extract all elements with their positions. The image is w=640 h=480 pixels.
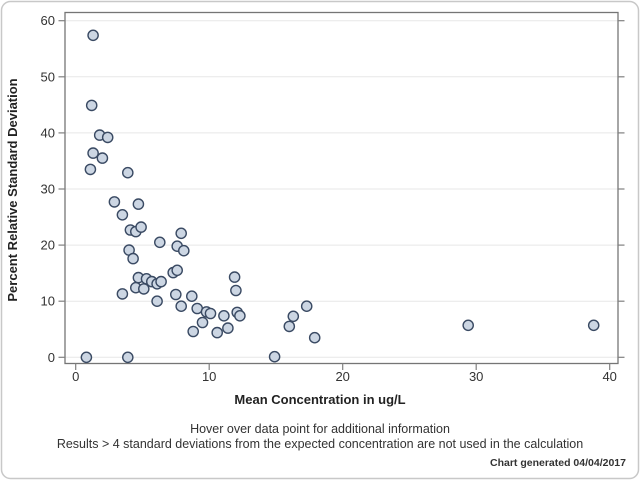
y-tick-label: 40 [41, 125, 55, 140]
x-tick-label: 10 [202, 369, 216, 384]
data-points [80, 29, 600, 364]
data-point[interactable] [218, 309, 230, 322]
data-point[interactable] [300, 300, 313, 313]
y-tick-label: 10 [41, 294, 55, 309]
data-point[interactable] [151, 295, 163, 308]
data-point[interactable] [155, 275, 167, 288]
footer-note-exclusion: Results > 4 standard deviations from the… [57, 437, 583, 451]
data-point[interactable] [175, 300, 187, 313]
gridlines [65, 20, 618, 358]
data-point[interactable] [116, 288, 129, 300]
data-point[interactable] [85, 99, 98, 112]
data-point[interactable] [268, 350, 281, 363]
data-point[interactable] [87, 29, 99, 42]
data-point[interactable] [587, 319, 600, 332]
data-point[interactable] [185, 290, 198, 303]
data-point[interactable] [187, 325, 199, 338]
x-axis-title: Mean Concentration in ug/L [234, 392, 405, 407]
data-point[interactable] [127, 252, 139, 265]
plot-frame [64, 11, 619, 365]
data-point[interactable] [196, 316, 209, 329]
data-point[interactable] [230, 284, 242, 297]
data-point[interactable] [137, 283, 150, 295]
x-tick-label: 20 [335, 369, 349, 384]
data-point[interactable] [122, 166, 134, 179]
footer-note-hover: Hover over data point for additional inf… [190, 422, 450, 436]
x-tick-labels: 0 10 20 30 40 [72, 369, 617, 384]
data-point[interactable] [84, 163, 97, 176]
y-tick-label: 0 [48, 350, 55, 365]
x-tick-label: 30 [469, 369, 483, 384]
chart-generated-date: Chart generated 04/04/2017 [490, 457, 626, 469]
x-tick-label: 40 [602, 369, 616, 384]
data-point[interactable] [169, 288, 182, 301]
data-point[interactable] [132, 198, 145, 210]
y-tick-labels: 0 10 20 30 40 50 60 [41, 13, 55, 365]
data-point[interactable] [222, 322, 234, 334]
axis-ticks [58, 20, 625, 370]
data-point[interactable] [228, 271, 241, 283]
data-point[interactable] [135, 221, 147, 233]
data-point[interactable] [87, 147, 99, 159]
data-point[interactable] [153, 236, 166, 249]
data-point[interactable] [234, 309, 246, 322]
x-tick-label: 0 [72, 369, 79, 384]
data-point[interactable] [283, 320, 296, 333]
data-point[interactable] [462, 319, 475, 332]
data-point[interactable] [308, 331, 321, 344]
data-point[interactable] [108, 196, 121, 208]
data-point[interactable] [204, 307, 217, 320]
data-point[interactable] [122, 351, 134, 364]
data-point[interactable] [101, 131, 114, 144]
data-point[interactable] [175, 227, 187, 240]
y-tick-label: 50 [41, 69, 55, 84]
data-point[interactable] [177, 244, 190, 257]
y-tick-label: 20 [41, 238, 55, 253]
data-point[interactable] [116, 208, 129, 221]
data-point[interactable] [171, 264, 183, 277]
y-tick-label: 60 [41, 13, 55, 28]
y-tick-label: 30 [41, 182, 55, 197]
data-point[interactable] [287, 310, 300, 323]
y-axis-title: Percent Relative Standard Deviation [5, 78, 20, 301]
data-point[interactable] [80, 351, 93, 364]
data-point[interactable] [211, 326, 223, 339]
data-point[interactable] [96, 152, 109, 164]
